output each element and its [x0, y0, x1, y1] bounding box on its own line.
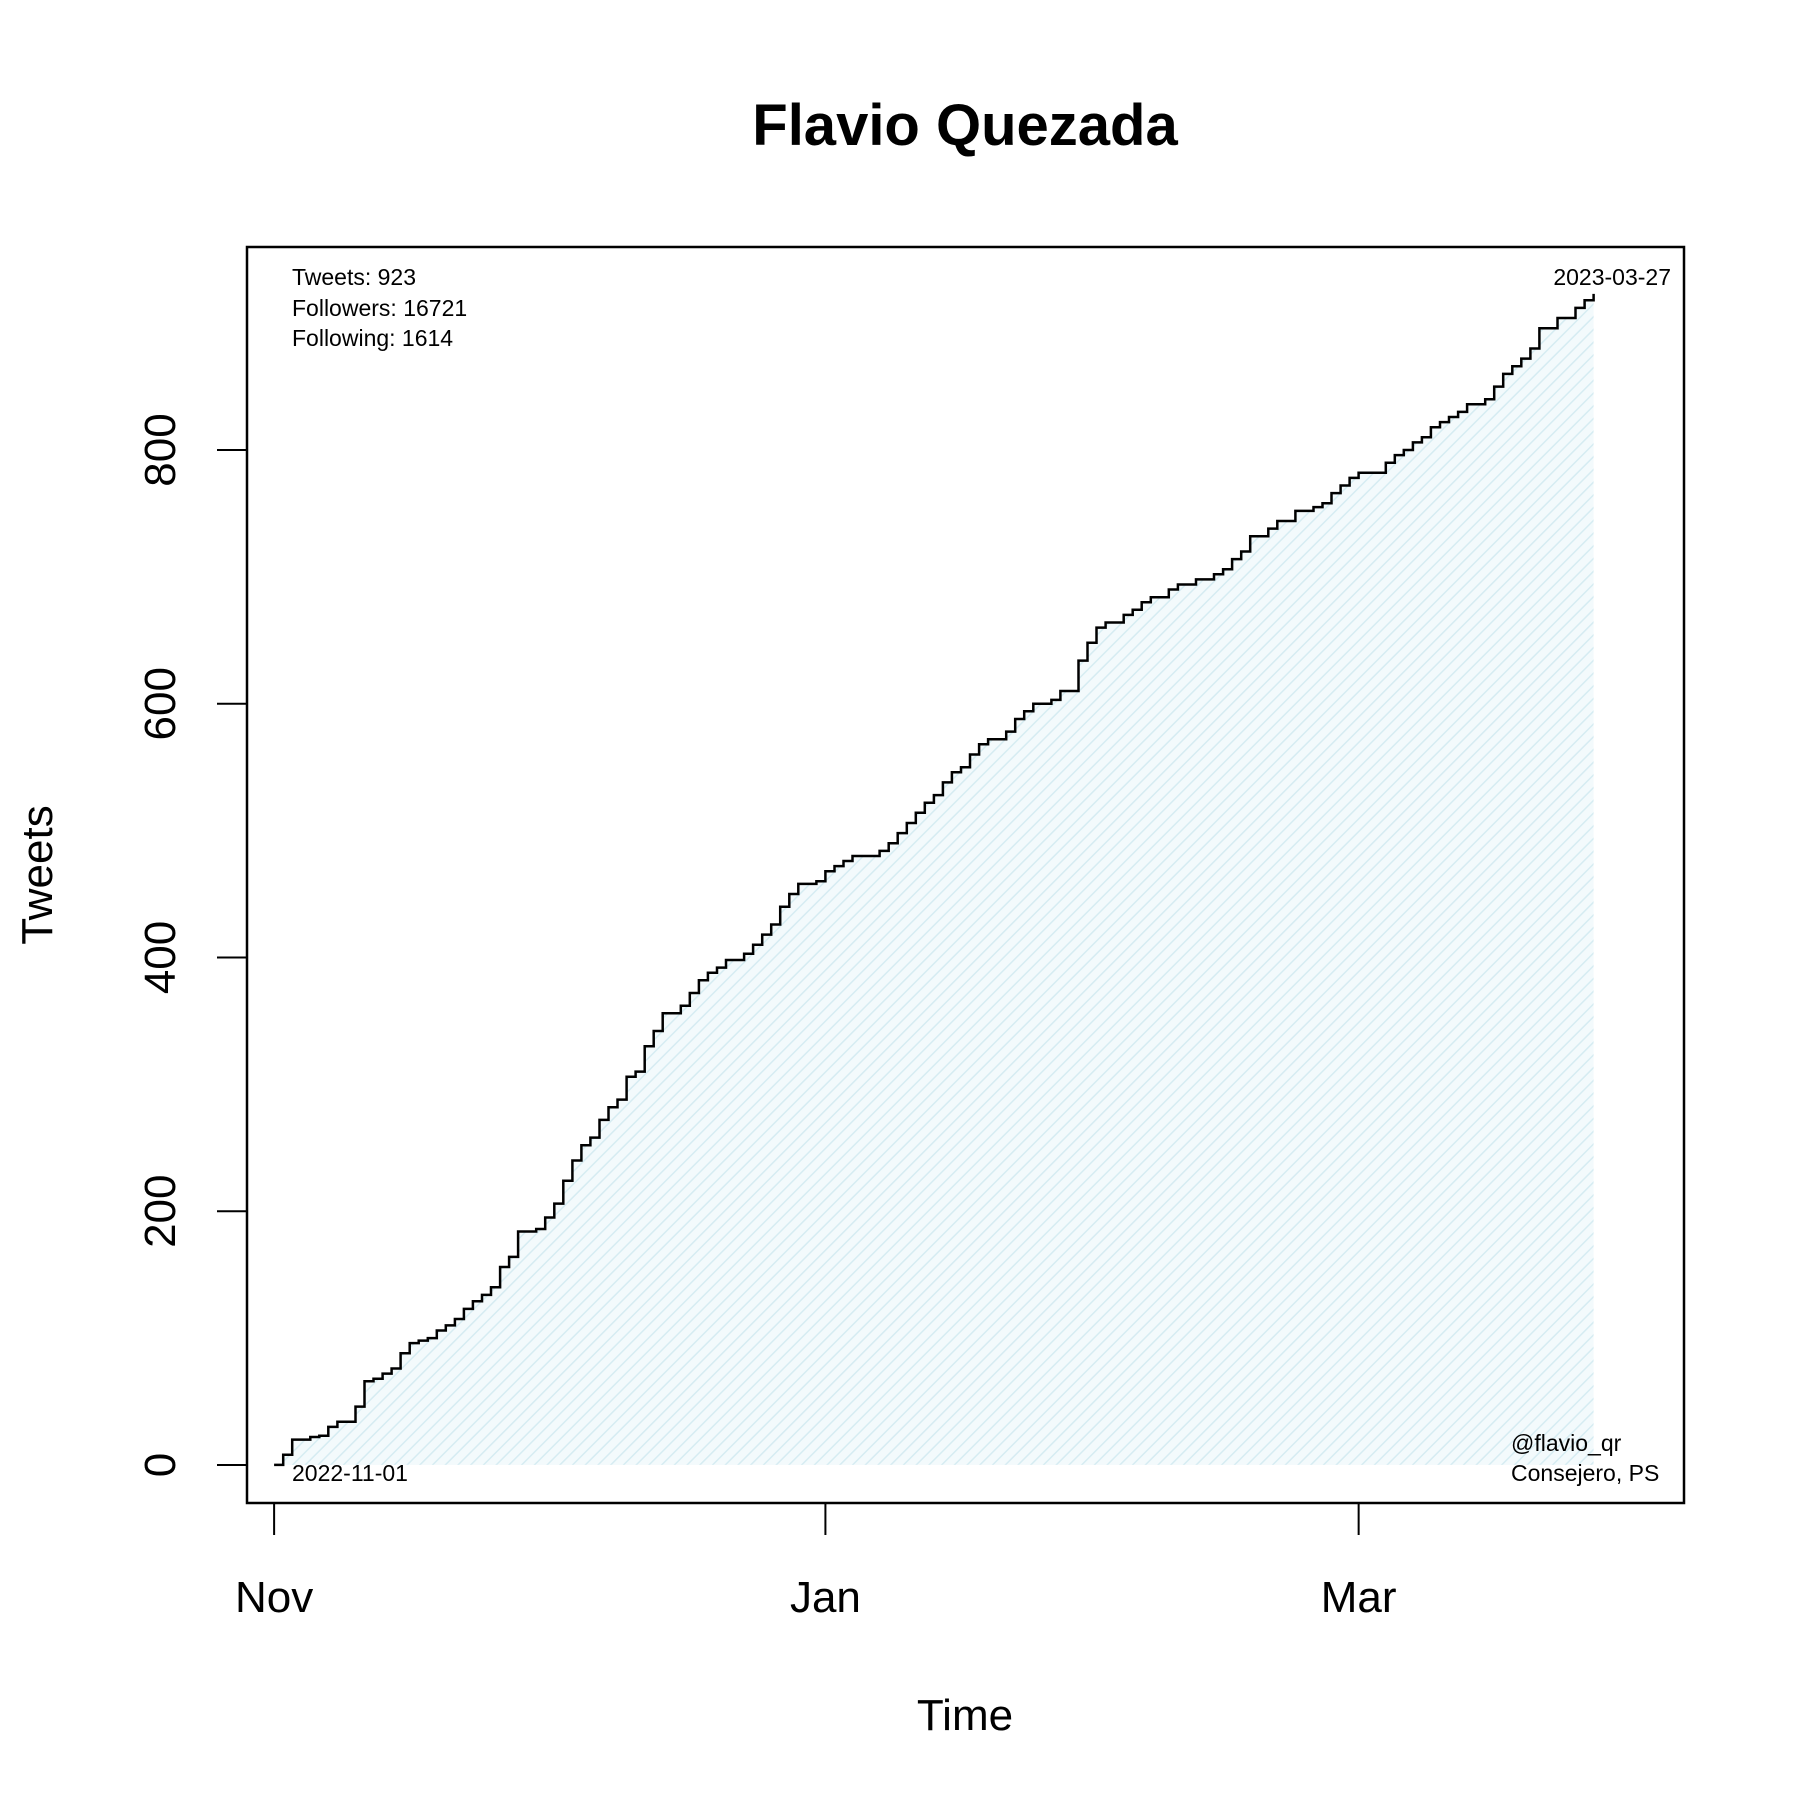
y-tick-label: 400 — [136, 921, 185, 994]
chart-title: Flavio Quezada — [752, 93, 1178, 158]
y-tick-label: 0 — [136, 1453, 185, 1477]
y-tick-label: 800 — [136, 413, 185, 486]
bio-label: Consejero, PS — [1511, 1460, 1659, 1486]
y-axis: 0 200 400 600 800 — [136, 413, 248, 1477]
handle-label: @flavio_qr — [1511, 1430, 1622, 1456]
x-tick-label: Mar — [1321, 1573, 1397, 1622]
series-line — [274, 293, 1595, 1467]
x-axis: Nov Jan Mar — [235, 1502, 1397, 1622]
followers-count-label: Followers: 16721 — [292, 295, 467, 321]
tweets-count-label: Tweets: 923 — [292, 264, 416, 290]
start-date-label: 2022-11-01 — [292, 1460, 408, 1486]
x-tick-label: Nov — [235, 1573, 313, 1622]
end-date-label: 2023-03-27 — [1553, 264, 1671, 290]
y-tick-label: 200 — [136, 1174, 185, 1247]
y-tick-label: 600 — [136, 667, 185, 740]
x-axis-title: Time — [917, 1691, 1013, 1740]
area-fill — [274, 293, 1594, 1465]
following-count-label: Following: 1614 — [292, 325, 453, 351]
x-tick-label: Jan — [790, 1573, 861, 1622]
y-axis-title: Tweets — [13, 805, 62, 944]
